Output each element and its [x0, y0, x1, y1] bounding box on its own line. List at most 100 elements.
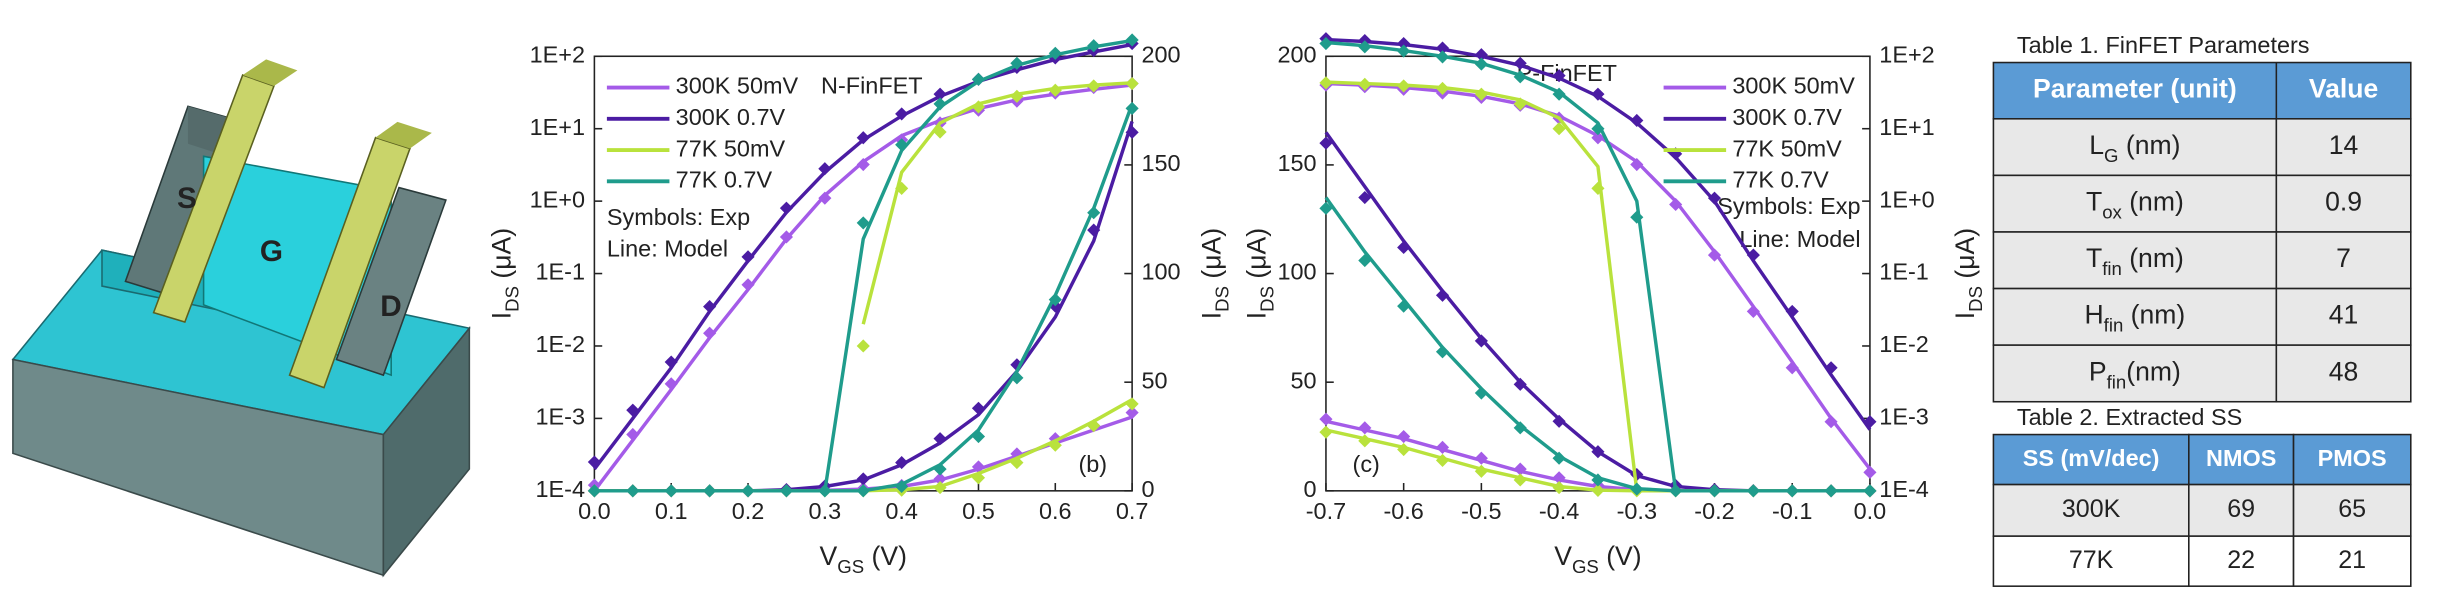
y2-tick-label: 150: [1141, 150, 1180, 176]
y-tick-label: 50: [1290, 367, 1316, 393]
exp-point: [1863, 484, 1877, 498]
x-tick-label: -0.5: [1461, 498, 1501, 524]
table-header-cell: PMOS: [2318, 445, 2387, 471]
legend-label: 300K 50mV: [1732, 73, 1855, 99]
y-axis-label-part: I: [487, 312, 517, 319]
exp-point: [856, 339, 870, 353]
x-tick-label: 0.0: [1854, 498, 1887, 524]
exp-point: [1669, 484, 1683, 498]
device-label: D: [380, 290, 401, 323]
exp-point: [1824, 415, 1838, 429]
exp-point: [1513, 421, 1527, 435]
annotation: Line: Model: [1739, 226, 1860, 252]
exp-point: [1552, 69, 1566, 83]
table-cell: 69: [2227, 495, 2255, 523]
x-axis-label-part: (V): [864, 541, 907, 571]
exp-point: [818, 484, 832, 498]
exp-point: [587, 455, 601, 469]
device-drain: [335, 186, 447, 377]
x-tick-label: -0.3: [1617, 498, 1657, 524]
legend-label: 77K 0.7V: [676, 167, 773, 193]
exp-point: [1319, 76, 1333, 90]
y-axis-label-part: (μA): [487, 228, 517, 286]
exp-point: [1513, 462, 1527, 476]
y2-tick-label: 1E+1: [1879, 114, 1934, 140]
exp-point: [1474, 57, 1488, 71]
table-cell-part: (nm): [2122, 243, 2184, 273]
exp-point: [895, 456, 909, 470]
table-header-cell: SS (mV/dec): [2023, 445, 2160, 471]
exp-point: [1319, 425, 1333, 439]
model-line: [1325, 80, 1639, 492]
y2-axis-label-part: DS: [1212, 286, 1233, 312]
x-tick-label: 0.2: [732, 498, 765, 524]
exp-point: [626, 403, 640, 417]
exp-point: [1591, 445, 1605, 459]
exp-point: [1397, 442, 1411, 457]
table-cell: 0.9: [2325, 187, 2362, 217]
y2-tick-label: 100: [1141, 259, 1180, 285]
exp-point: [1785, 361, 1799, 375]
x-tick-label: 0.3: [809, 498, 842, 524]
y-tick-label: 200: [1277, 41, 1316, 67]
exp-point: [1513, 56, 1527, 70]
exp-point: [1048, 438, 1062, 452]
exp-point: [741, 484, 755, 498]
table-row: [1992, 231, 2278, 290]
y2-tick-label: 1E-3: [1879, 404, 1929, 430]
exp-point: [1397, 240, 1411, 255]
table-row: [2275, 174, 2412, 233]
exp-point: [1397, 79, 1411, 93]
table-cell-part: (nm): [2122, 187, 2184, 217]
exp-point: [1591, 87, 1605, 101]
table-cell: 21: [2338, 546, 2366, 574]
exp-point: [1125, 76, 1139, 91]
table-cell-part: fin: [2104, 315, 2124, 336]
x-axis-label: VGS (V): [820, 541, 907, 577]
table-cell: 22: [2227, 546, 2255, 574]
table-row: [2275, 287, 2412, 346]
exp-point: [933, 472, 947, 486]
exp-point: [1435, 345, 1450, 359]
x-tick-label: -0.2: [1694, 498, 1734, 524]
y2-axis-label-part: (μA): [1196, 228, 1226, 286]
y2-tick-label: 1E-2: [1879, 331, 1929, 357]
exp-point: [856, 472, 870, 486]
device-3d: S G D: [11, 59, 471, 578]
table-header-cell: Parameter (unit): [2033, 74, 2237, 104]
y2-tick-label: 1E-4: [1879, 476, 1929, 502]
table-cell-box: [1992, 433, 2190, 486]
x-tick-label: 0.5: [962, 498, 995, 524]
x-tick-label: 0.7: [1116, 498, 1149, 524]
exp-point: [856, 157, 870, 172]
table-cell: Pfin(nm): [2089, 356, 2181, 392]
exp-point: [626, 484, 640, 498]
y-tick-label: 1E+1: [530, 114, 585, 140]
annotation: (c): [1353, 451, 1380, 477]
exp-point: [1010, 456, 1024, 470]
exp-point: [971, 471, 986, 485]
y2-axis-label-part: DS: [1965, 286, 1986, 312]
exp-point: [1630, 482, 1644, 496]
exp-point: [703, 326, 717, 340]
exp-point: [1048, 83, 1062, 97]
table-cell: 65: [2338, 495, 2366, 523]
table-cell: Hfin (nm): [2084, 300, 2185, 336]
exp-point: [1785, 484, 1799, 498]
y-axis-label: IDS (μA): [1242, 228, 1278, 319]
exp-point: [779, 484, 794, 498]
table-cell-box: [2292, 483, 2412, 537]
exp-point: [1435, 50, 1450, 64]
exp-point: [1669, 197, 1683, 212]
table-2: Table 2. Extracted SS SS (mV/dec) NMOS PMOS…: [1992, 404, 2412, 587]
y2-axis-label-part: I: [1950, 312, 1980, 319]
table-cell-box: [1992, 483, 2190, 537]
exp-point: [1552, 414, 1566, 428]
device-label: S: [177, 182, 197, 215]
exp-point: [971, 401, 986, 415]
legend-label: 77K 0.7V: [1732, 167, 1829, 193]
exp-point: [856, 484, 870, 498]
model-line: [861, 81, 1133, 325]
